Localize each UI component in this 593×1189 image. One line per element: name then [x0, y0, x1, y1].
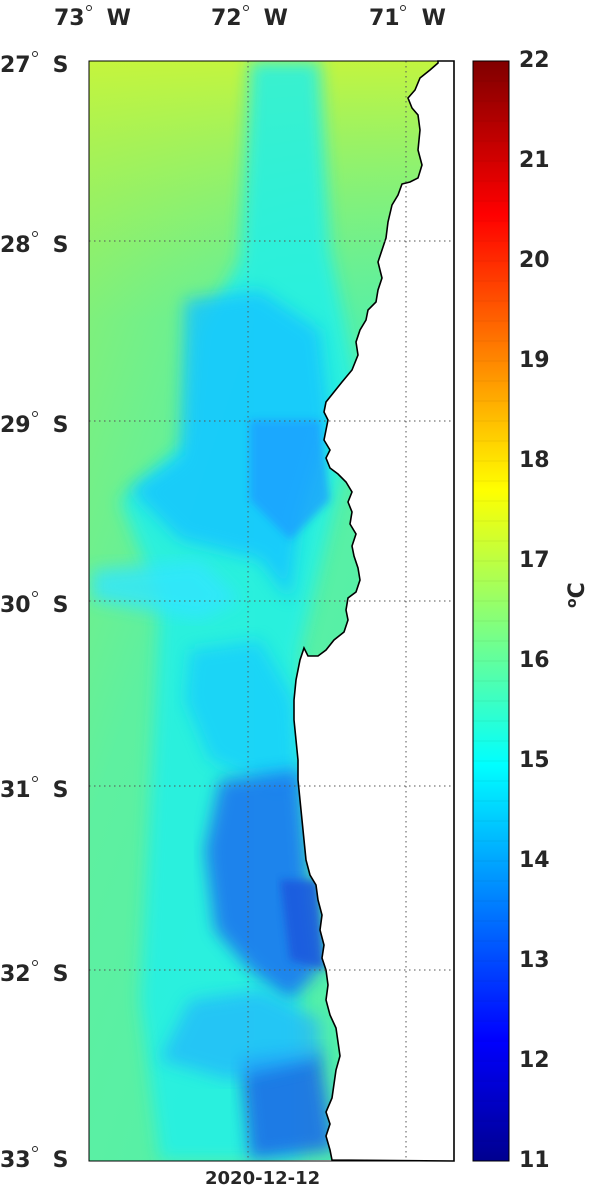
lat-hemisphere: S: [52, 1148, 69, 1173]
degree-symbol: [32, 776, 38, 782]
degree-symbol: [32, 960, 38, 966]
colorbar: [472, 60, 510, 1162]
degree-symbol: [86, 5, 92, 11]
colorbar-tick-label: 19: [519, 348, 550, 373]
lat-value: 28: [0, 233, 31, 258]
lat-label-29: 29 S: [0, 415, 68, 437]
lat-label-30: 30 S: [0, 595, 68, 617]
lon-hemisphere: W: [421, 6, 446, 31]
degree-symbol: [243, 5, 249, 11]
lat-label-28: 28 S: [0, 235, 68, 257]
lat-label-27: 27 S: [0, 55, 68, 77]
map-border: [88, 60, 455, 1162]
lat-hemisphere: S: [52, 53, 69, 78]
lat-hemisphere: S: [52, 233, 69, 258]
lat-hemisphere: S: [52, 593, 69, 618]
degree-symbol: [32, 51, 38, 57]
colorbar-tick-label: 21: [519, 148, 550, 173]
sst-field: [89, 61, 438, 1161]
degree-symbol: [32, 591, 38, 597]
colorbar-tick-label: 11: [519, 1148, 550, 1173]
colorbar-tick-label: 15: [519, 748, 550, 773]
lat-value: 27: [0, 53, 31, 78]
lat-label-33: 33 S: [0, 1150, 68, 1172]
colorbar-border: [472, 60, 510, 1162]
lon-label-73: 73 W: [54, 8, 131, 30]
degree-symbol: [32, 411, 38, 417]
graticule: [89, 61, 454, 1161]
colorbar-tick-label: 13: [519, 948, 550, 973]
lat-label-32: 32 S: [0, 964, 68, 986]
colorbar-tick-label: 14: [519, 848, 550, 873]
lon-label-71: 71 W: [369, 8, 446, 30]
lon-value: 71: [369, 6, 400, 31]
lat-value: 29: [0, 413, 31, 438]
unit-symbol: C: [565, 582, 590, 599]
degree-symbol: [32, 231, 38, 237]
colorbar-tick-label: 12: [519, 1048, 550, 1073]
colorbar-tick-label: 20: [519, 248, 550, 273]
lat-value: 30: [0, 593, 31, 618]
colorbar-tick-label: 17: [519, 548, 550, 573]
lat-hemisphere: S: [52, 962, 69, 987]
lat-value: 31: [0, 778, 31, 803]
degree-symbol: [32, 1146, 38, 1152]
lon-label-72: 72 W: [211, 8, 288, 30]
colorbar-tick-label: 18: [519, 448, 550, 473]
lon-hemisphere: W: [106, 6, 131, 31]
land-area: [293, 60, 455, 1162]
lat-value: 32: [0, 962, 31, 987]
lat-value: 33: [0, 1148, 31, 1173]
lon-value: 73: [54, 6, 85, 31]
date-label: 2020-12-12: [205, 1168, 321, 1189]
colorbar-tick-label: 16: [519, 648, 550, 673]
colorbar-gradient: [473, 61, 509, 1161]
colorbar-unit-label: oC: [564, 582, 590, 608]
colorbar-tick-label: 22: [519, 48, 550, 73]
lat-label-31: 31 S: [0, 780, 68, 802]
lon-hemisphere: W: [263, 6, 288, 31]
map-frame: [88, 60, 455, 1162]
lon-value: 72: [211, 6, 242, 31]
lat-hemisphere: S: [52, 413, 69, 438]
degree-symbol: [400, 5, 406, 11]
lat-hemisphere: S: [52, 778, 69, 803]
